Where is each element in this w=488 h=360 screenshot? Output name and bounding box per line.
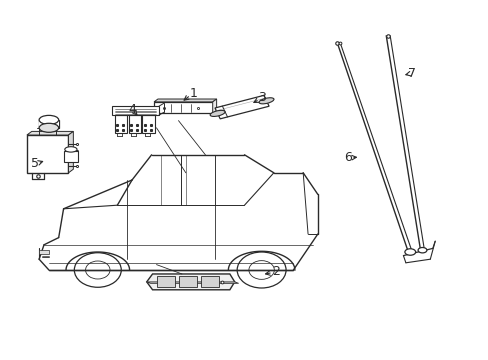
Polygon shape	[142, 115, 154, 133]
Polygon shape	[128, 115, 141, 133]
Text: 5: 5	[31, 157, 39, 170]
Ellipse shape	[259, 98, 273, 104]
Polygon shape	[157, 276, 174, 287]
Ellipse shape	[210, 111, 224, 116]
Ellipse shape	[65, 147, 77, 152]
Ellipse shape	[39, 123, 59, 132]
Polygon shape	[27, 131, 73, 135]
Polygon shape	[215, 95, 268, 119]
Polygon shape	[179, 276, 196, 287]
Polygon shape	[39, 120, 59, 128]
Polygon shape	[27, 135, 68, 173]
Polygon shape	[68, 131, 73, 173]
Polygon shape	[154, 102, 212, 113]
Polygon shape	[201, 276, 218, 287]
Ellipse shape	[417, 248, 426, 253]
Text: 1: 1	[189, 87, 197, 100]
Text: 2: 2	[272, 265, 280, 278]
Polygon shape	[146, 282, 238, 283]
Polygon shape	[115, 115, 127, 133]
Polygon shape	[63, 151, 78, 162]
Ellipse shape	[404, 249, 415, 255]
Polygon shape	[154, 99, 216, 102]
Text: 7: 7	[407, 67, 415, 80]
Polygon shape	[212, 99, 216, 113]
Text: 6: 6	[344, 151, 351, 164]
Text: 4: 4	[128, 103, 136, 116]
Polygon shape	[146, 274, 234, 290]
Text: 3: 3	[257, 91, 265, 104]
Ellipse shape	[39, 115, 59, 124]
Polygon shape	[39, 250, 49, 254]
Polygon shape	[112, 106, 159, 115]
